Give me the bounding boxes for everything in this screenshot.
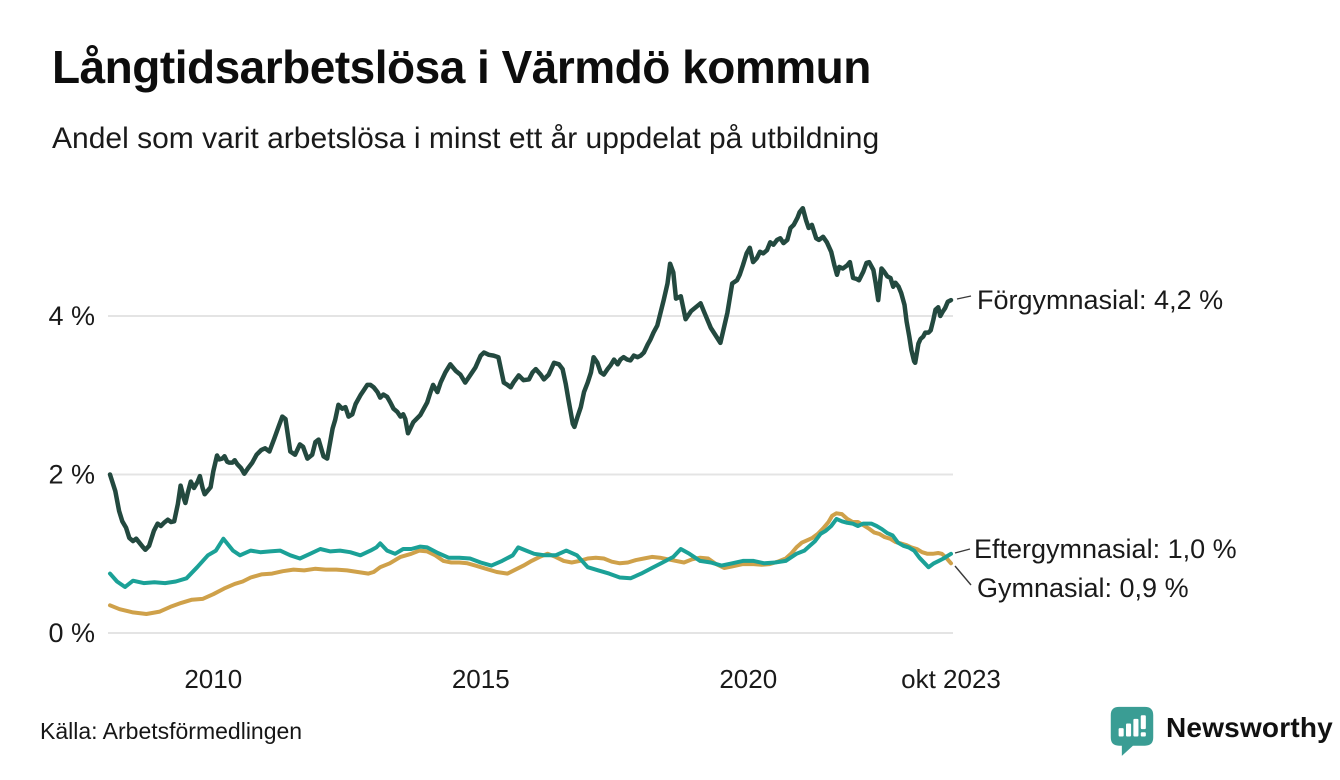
x-tick-label: 2015	[452, 664, 510, 694]
page-title: Långtidsarbetslösa i Värmdö kommun	[52, 41, 871, 93]
y-tick-label: 4 %	[48, 301, 95, 331]
y-tick-label: 0 %	[48, 618, 95, 648]
exclamation-dot	[1140, 732, 1146, 737]
newsworthy-logo: Newsworthy	[1108, 704, 1333, 756]
series-line-forgymnasial	[107, 205, 954, 553]
end-label-gymnasial: Gymnasial: 0,9 %	[977, 573, 1189, 603]
end-label-forgymnasial: Förgymnasial: 4,2 %	[977, 285, 1224, 315]
series-line-gymnasial	[108, 511, 953, 616]
x-tick-label: 2010	[184, 664, 242, 694]
mini-bar-chart-glyph	[1118, 715, 1146, 737]
y-tick-label: 2 %	[48, 460, 95, 490]
x-tick-label: 2020	[719, 664, 777, 694]
exclamation-bar	[1140, 715, 1146, 730]
connector-forgymnasial	[956, 295, 972, 300]
connector-eftergymnasial	[954, 548, 971, 554]
y-axis-labels: 0 % 2 % 4 %	[48, 301, 95, 648]
x-tick-label: okt 2023	[901, 664, 1001, 694]
page-subtitle: Andel som varit arbetslösa i minst ett å…	[52, 122, 880, 155]
newsworthy-bubble-chart-icon	[1110, 706, 1154, 756]
label-connectors	[954, 295, 972, 586]
series-line-eftergymnasial	[108, 516, 953, 589]
x-axis-labels: 2010 2015 2020 okt 2023	[184, 664, 1001, 694]
gridlines	[108, 315, 953, 634]
speech-bubble-shape	[1110, 706, 1154, 756]
connector-gymnasial	[954, 565, 972, 586]
newsworthy-wordmark: Newsworthy	[1166, 712, 1333, 743]
end-label-eftergymnasial: Eftergymnasial: 1,0 %	[974, 534, 1237, 564]
source-note: Källa: Arbetsförmedlingen	[40, 718, 303, 744]
